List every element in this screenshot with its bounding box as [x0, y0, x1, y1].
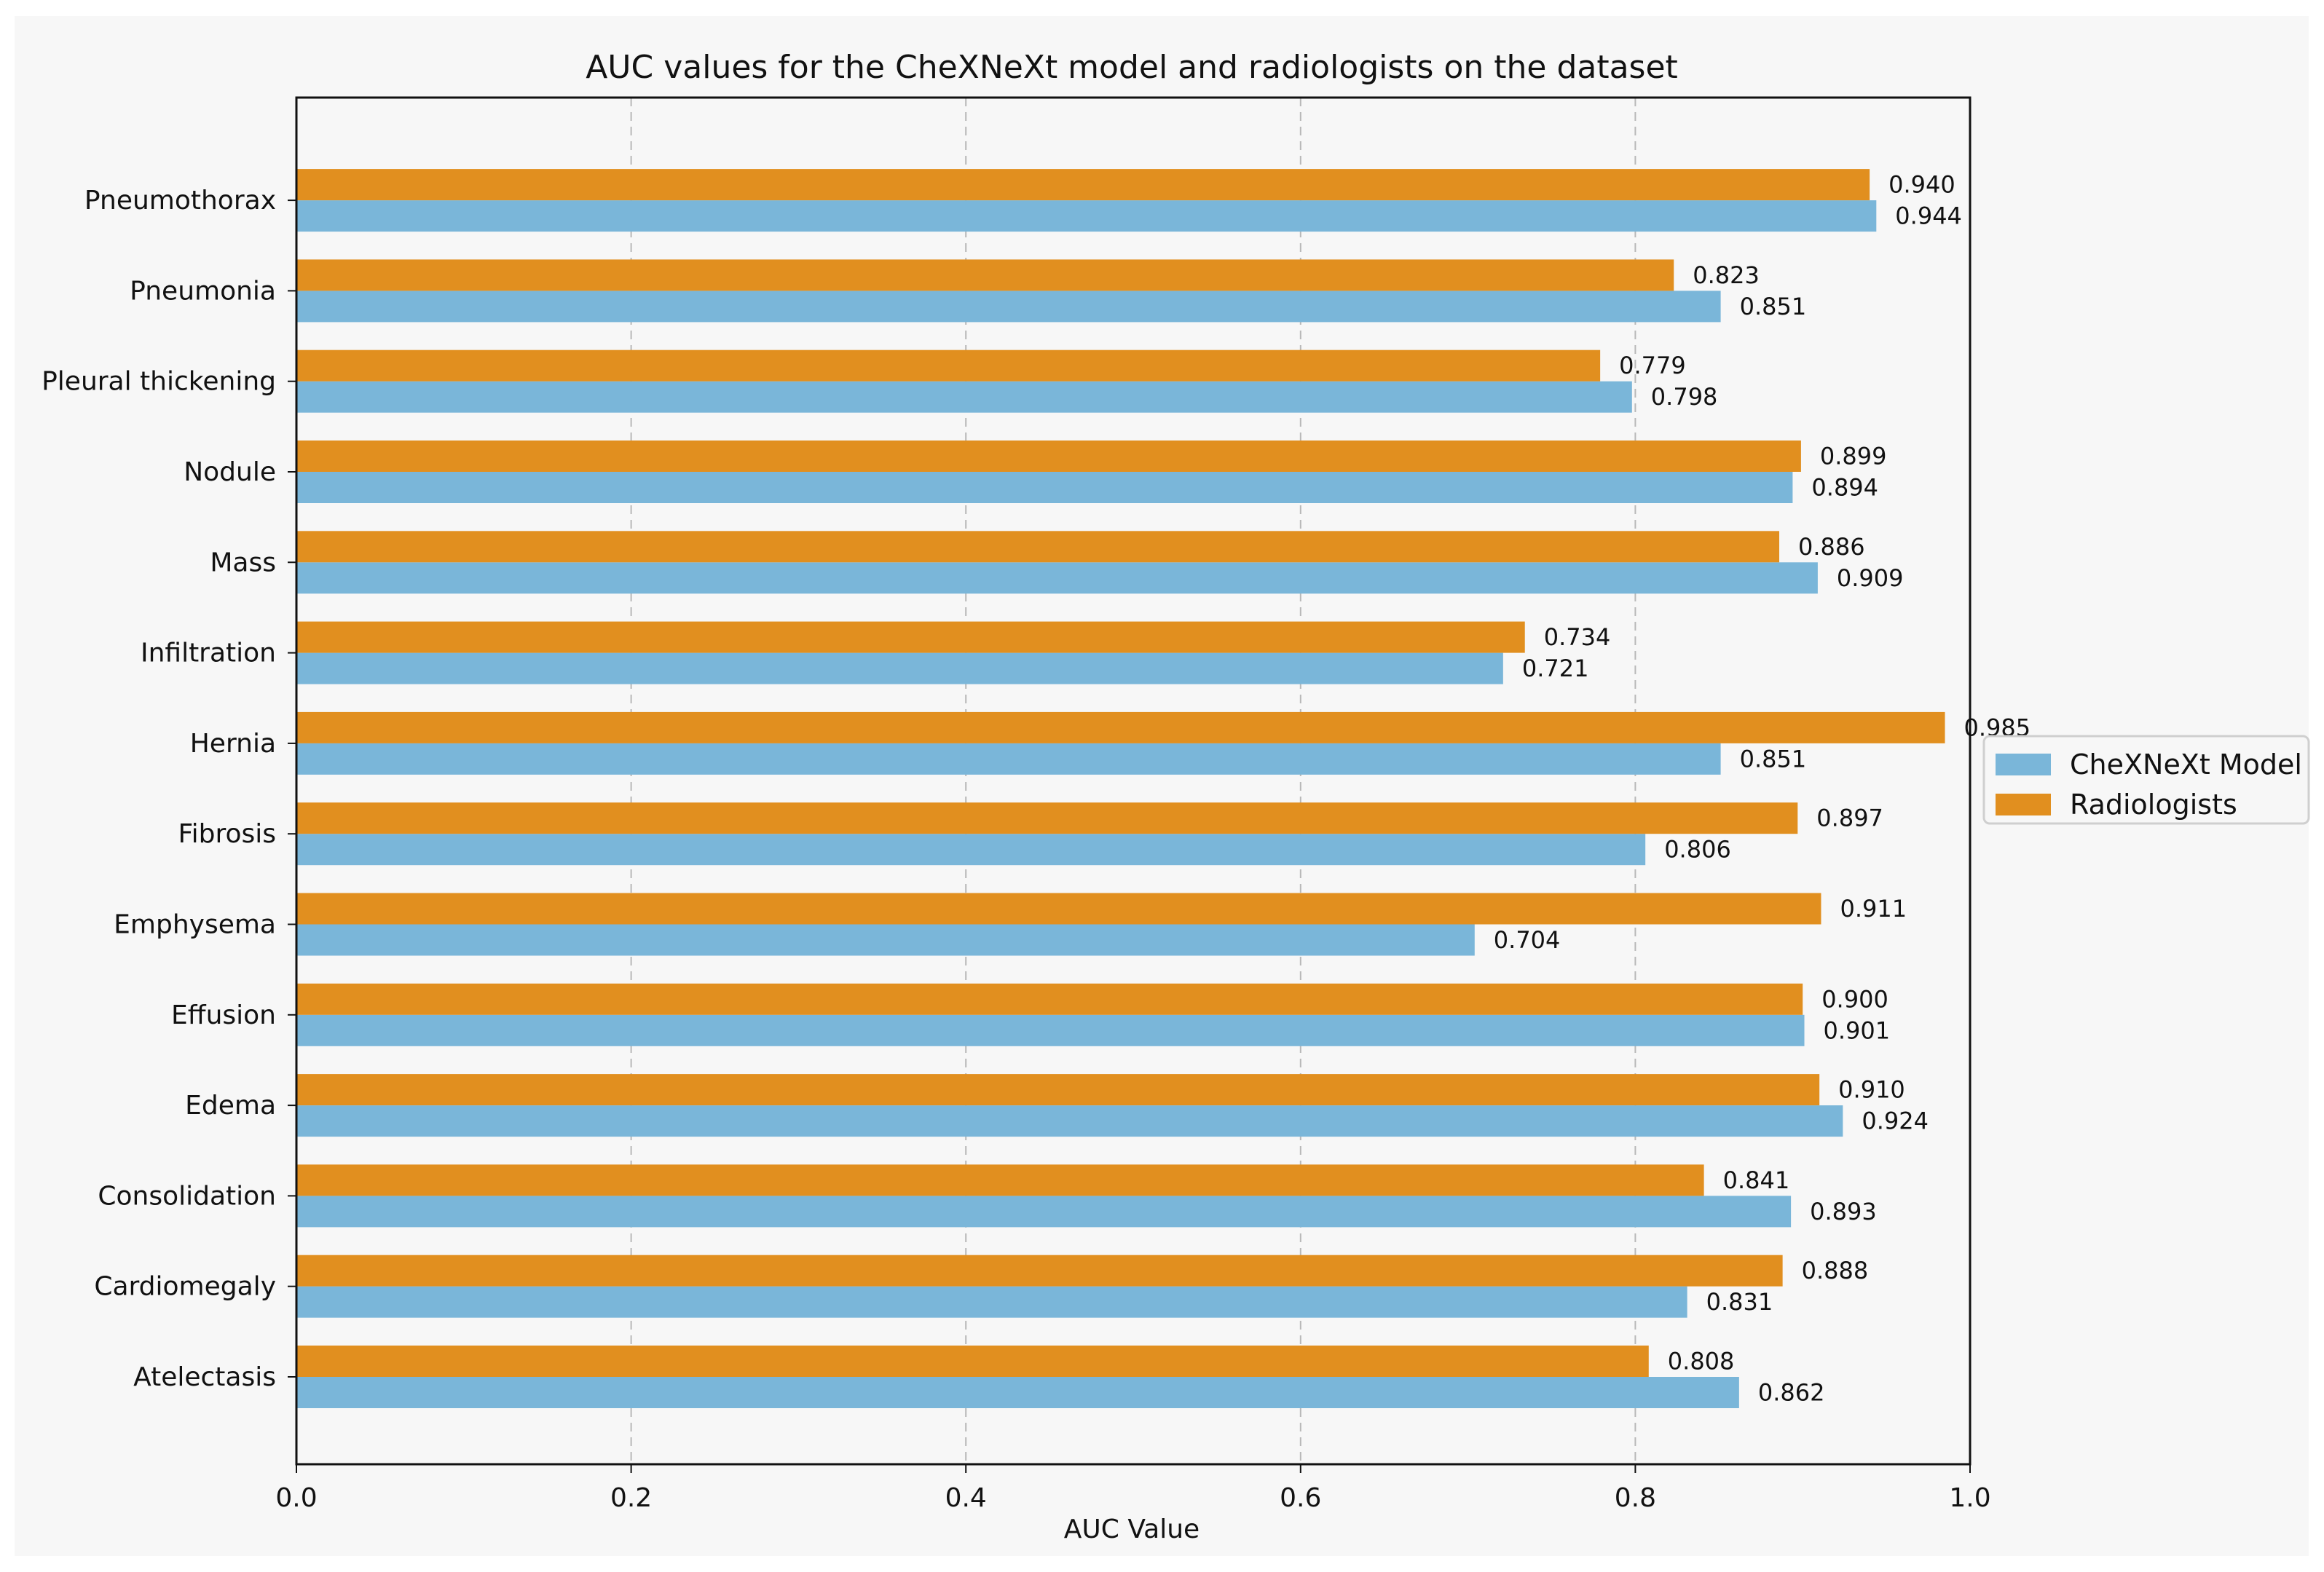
legend-swatch — [1996, 794, 2051, 815]
model-bar — [296, 1105, 1843, 1137]
x-tick-label: 0.4 — [945, 1483, 987, 1513]
radiologist-bar — [296, 983, 1803, 1015]
x-tick-label: 0.0 — [275, 1483, 317, 1513]
radiologist-value-label: 0.900 — [1821, 985, 1888, 1013]
category-label: Mass — [210, 548, 276, 577]
chart-title: AUC values for the CheXNeXt model and ra… — [586, 49, 1678, 86]
model-value-label: 0.851 — [1740, 745, 1807, 773]
model-value-label: 0.831 — [1706, 1288, 1773, 1316]
model-value-label: 0.894 — [1811, 474, 1878, 502]
model-bar — [296, 652, 1503, 684]
radiologist-bar — [296, 349, 1601, 382]
radiologist-value-label: 0.779 — [1619, 352, 1686, 379]
radiologist-bar — [296, 1255, 1783, 1287]
radiologist-value-label: 0.886 — [1798, 533, 1865, 561]
category-label: Infiltration — [141, 639, 276, 668]
model-bar — [296, 381, 1632, 413]
radiologist-bar — [296, 711, 1945, 743]
model-bar — [296, 743, 1721, 775]
category-label: Pneumonia — [130, 276, 276, 306]
category-label: Pneumothorax — [84, 186, 276, 216]
category-label: Consolidation — [98, 1181, 276, 1211]
category-label: Pleural thickening — [42, 367, 276, 397]
model-value-label: 0.901 — [1823, 1016, 1890, 1044]
legend-label: CheXNeXt Model — [2070, 749, 2302, 781]
plot-area: Atelectasis 0.862 0.808 Cardiomegaly 0.831 0.… — [42, 96, 2030, 1513]
radiologist-value-label: 0.911 — [1840, 895, 1907, 923]
category-label: Effusion — [171, 1000, 276, 1030]
x-tick-label: 0.2 — [610, 1483, 652, 1513]
radiologist-bar — [296, 1164, 1704, 1196]
category-label: Fibrosis — [178, 819, 277, 849]
legend-box — [1982, 735, 2310, 825]
category-label: Emphysema — [114, 910, 276, 940]
model-value-label: 0.924 — [1862, 1107, 1929, 1135]
model-bar — [296, 1286, 1687, 1318]
radiologist-value-label: 0.823 — [1693, 261, 1760, 289]
category-label: Hernia — [190, 729, 276, 759]
radiologist-bar — [296, 893, 1821, 925]
model-bar — [296, 200, 1877, 232]
legend: CheXNeXt Model Radiologists — [1982, 735, 2310, 825]
model-value-label: 0.721 — [1522, 655, 1589, 682]
model-value-label: 0.909 — [1837, 564, 1904, 592]
x-tick-label: 1.0 — [1949, 1483, 1990, 1513]
plot-frame — [295, 96, 1972, 1466]
radiologist-bar — [296, 169, 1870, 201]
category-label: Cardiomegaly — [94, 1272, 276, 1302]
model-bar — [296, 472, 1793, 503]
category-label: Atelectasis — [133, 1362, 276, 1392]
x-tick-label: 0.6 — [1280, 1483, 1321, 1513]
model-bar — [296, 1196, 1792, 1228]
radiologist-bar — [296, 1074, 1820, 1106]
category-label: Nodule — [184, 457, 276, 487]
radiologist-bar — [296, 259, 1674, 291]
radiologist-value-label: 0.897 — [1816, 805, 1883, 832]
model-bar — [296, 1377, 1739, 1408]
radiologist-value-label: 0.841 — [1723, 1166, 1790, 1194]
radiologist-bar — [296, 802, 1798, 834]
radiologist-value-label: 0.734 — [1544, 623, 1611, 651]
radiologist-value-label: 0.940 — [1888, 171, 1955, 199]
radiologist-bar — [296, 531, 1780, 563]
x-tick-label: 0.8 — [1615, 1483, 1656, 1513]
x-axis-label: AUC Value — [1064, 1514, 1200, 1544]
legend-label: Radiologists — [2070, 789, 2237, 821]
model-value-label: 0.806 — [1664, 836, 1731, 864]
model-value-label: 0.944 — [1895, 202, 1962, 230]
model-value-label: 0.851 — [1740, 293, 1807, 320]
category-label: Edema — [185, 1091, 276, 1121]
model-value-label: 0.862 — [1758, 1379, 1825, 1407]
radiologist-value-label: 0.888 — [1802, 1257, 1869, 1284]
radiologist-bar — [296, 1346, 1649, 1377]
radiologist-value-label: 0.808 — [1668, 1348, 1735, 1375]
model-bar — [296, 834, 1646, 866]
model-value-label: 0.798 — [1651, 383, 1718, 411]
model-value-label: 0.704 — [1494, 926, 1561, 954]
model-bar — [296, 924, 1475, 956]
model-bar — [296, 1014, 1805, 1046]
model-value-label: 0.893 — [1810, 1198, 1877, 1225]
legend-swatch — [1996, 754, 2051, 775]
radiologist-value-label: 0.910 — [1838, 1076, 1905, 1104]
radiologist-bar — [296, 441, 1801, 472]
radiologist-bar — [296, 621, 1525, 653]
model-bar — [296, 562, 1818, 594]
radiologist-value-label: 0.899 — [1820, 443, 1887, 470]
model-bar — [296, 291, 1721, 323]
